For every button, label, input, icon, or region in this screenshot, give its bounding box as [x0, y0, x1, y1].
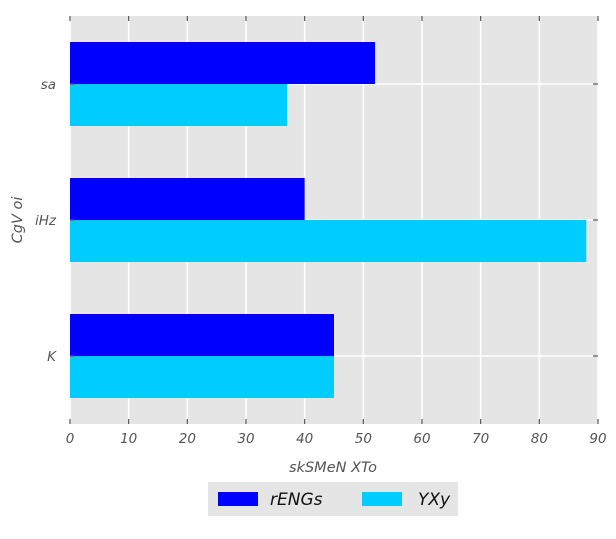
x-tick-label: 70	[472, 431, 489, 447]
x-tick-label: 90	[589, 431, 606, 447]
bars	[70, 42, 587, 398]
bar-2-sa	[70, 84, 288, 126]
x-tick-label: 20	[179, 431, 196, 447]
legend-swatch-series-2	[362, 492, 402, 506]
y-tick-label: K	[47, 349, 57, 365]
x-tick-label: 30	[237, 431, 254, 447]
y-tick-label: sa	[41, 77, 56, 93]
x-tick-label: 40	[296, 431, 313, 447]
bar-1-K	[70, 314, 334, 356]
x-tick-label: 50	[355, 431, 372, 447]
x-tick-label: 60	[413, 431, 430, 447]
x-tick-label: 0	[66, 431, 75, 447]
legend-swatch-series-1	[218, 492, 258, 506]
y-tick-label: iHz	[35, 213, 57, 229]
x-tick-label: 80	[531, 431, 548, 447]
legend-label-series-1: rENGs	[270, 490, 323, 510]
bar-1-iHz	[70, 178, 305, 220]
bar-1-sa	[70, 42, 376, 84]
x-tick-label: 10	[120, 431, 137, 447]
bar-2-iHz	[70, 220, 587, 262]
legend: rENGs YXy	[208, 482, 458, 516]
y-axis-title: CgV oi	[10, 197, 26, 244]
x-axis-title: skSMeN XTo	[289, 460, 377, 476]
bar-2-K	[70, 356, 334, 398]
legend-label-series-2: YXy	[418, 490, 451, 510]
